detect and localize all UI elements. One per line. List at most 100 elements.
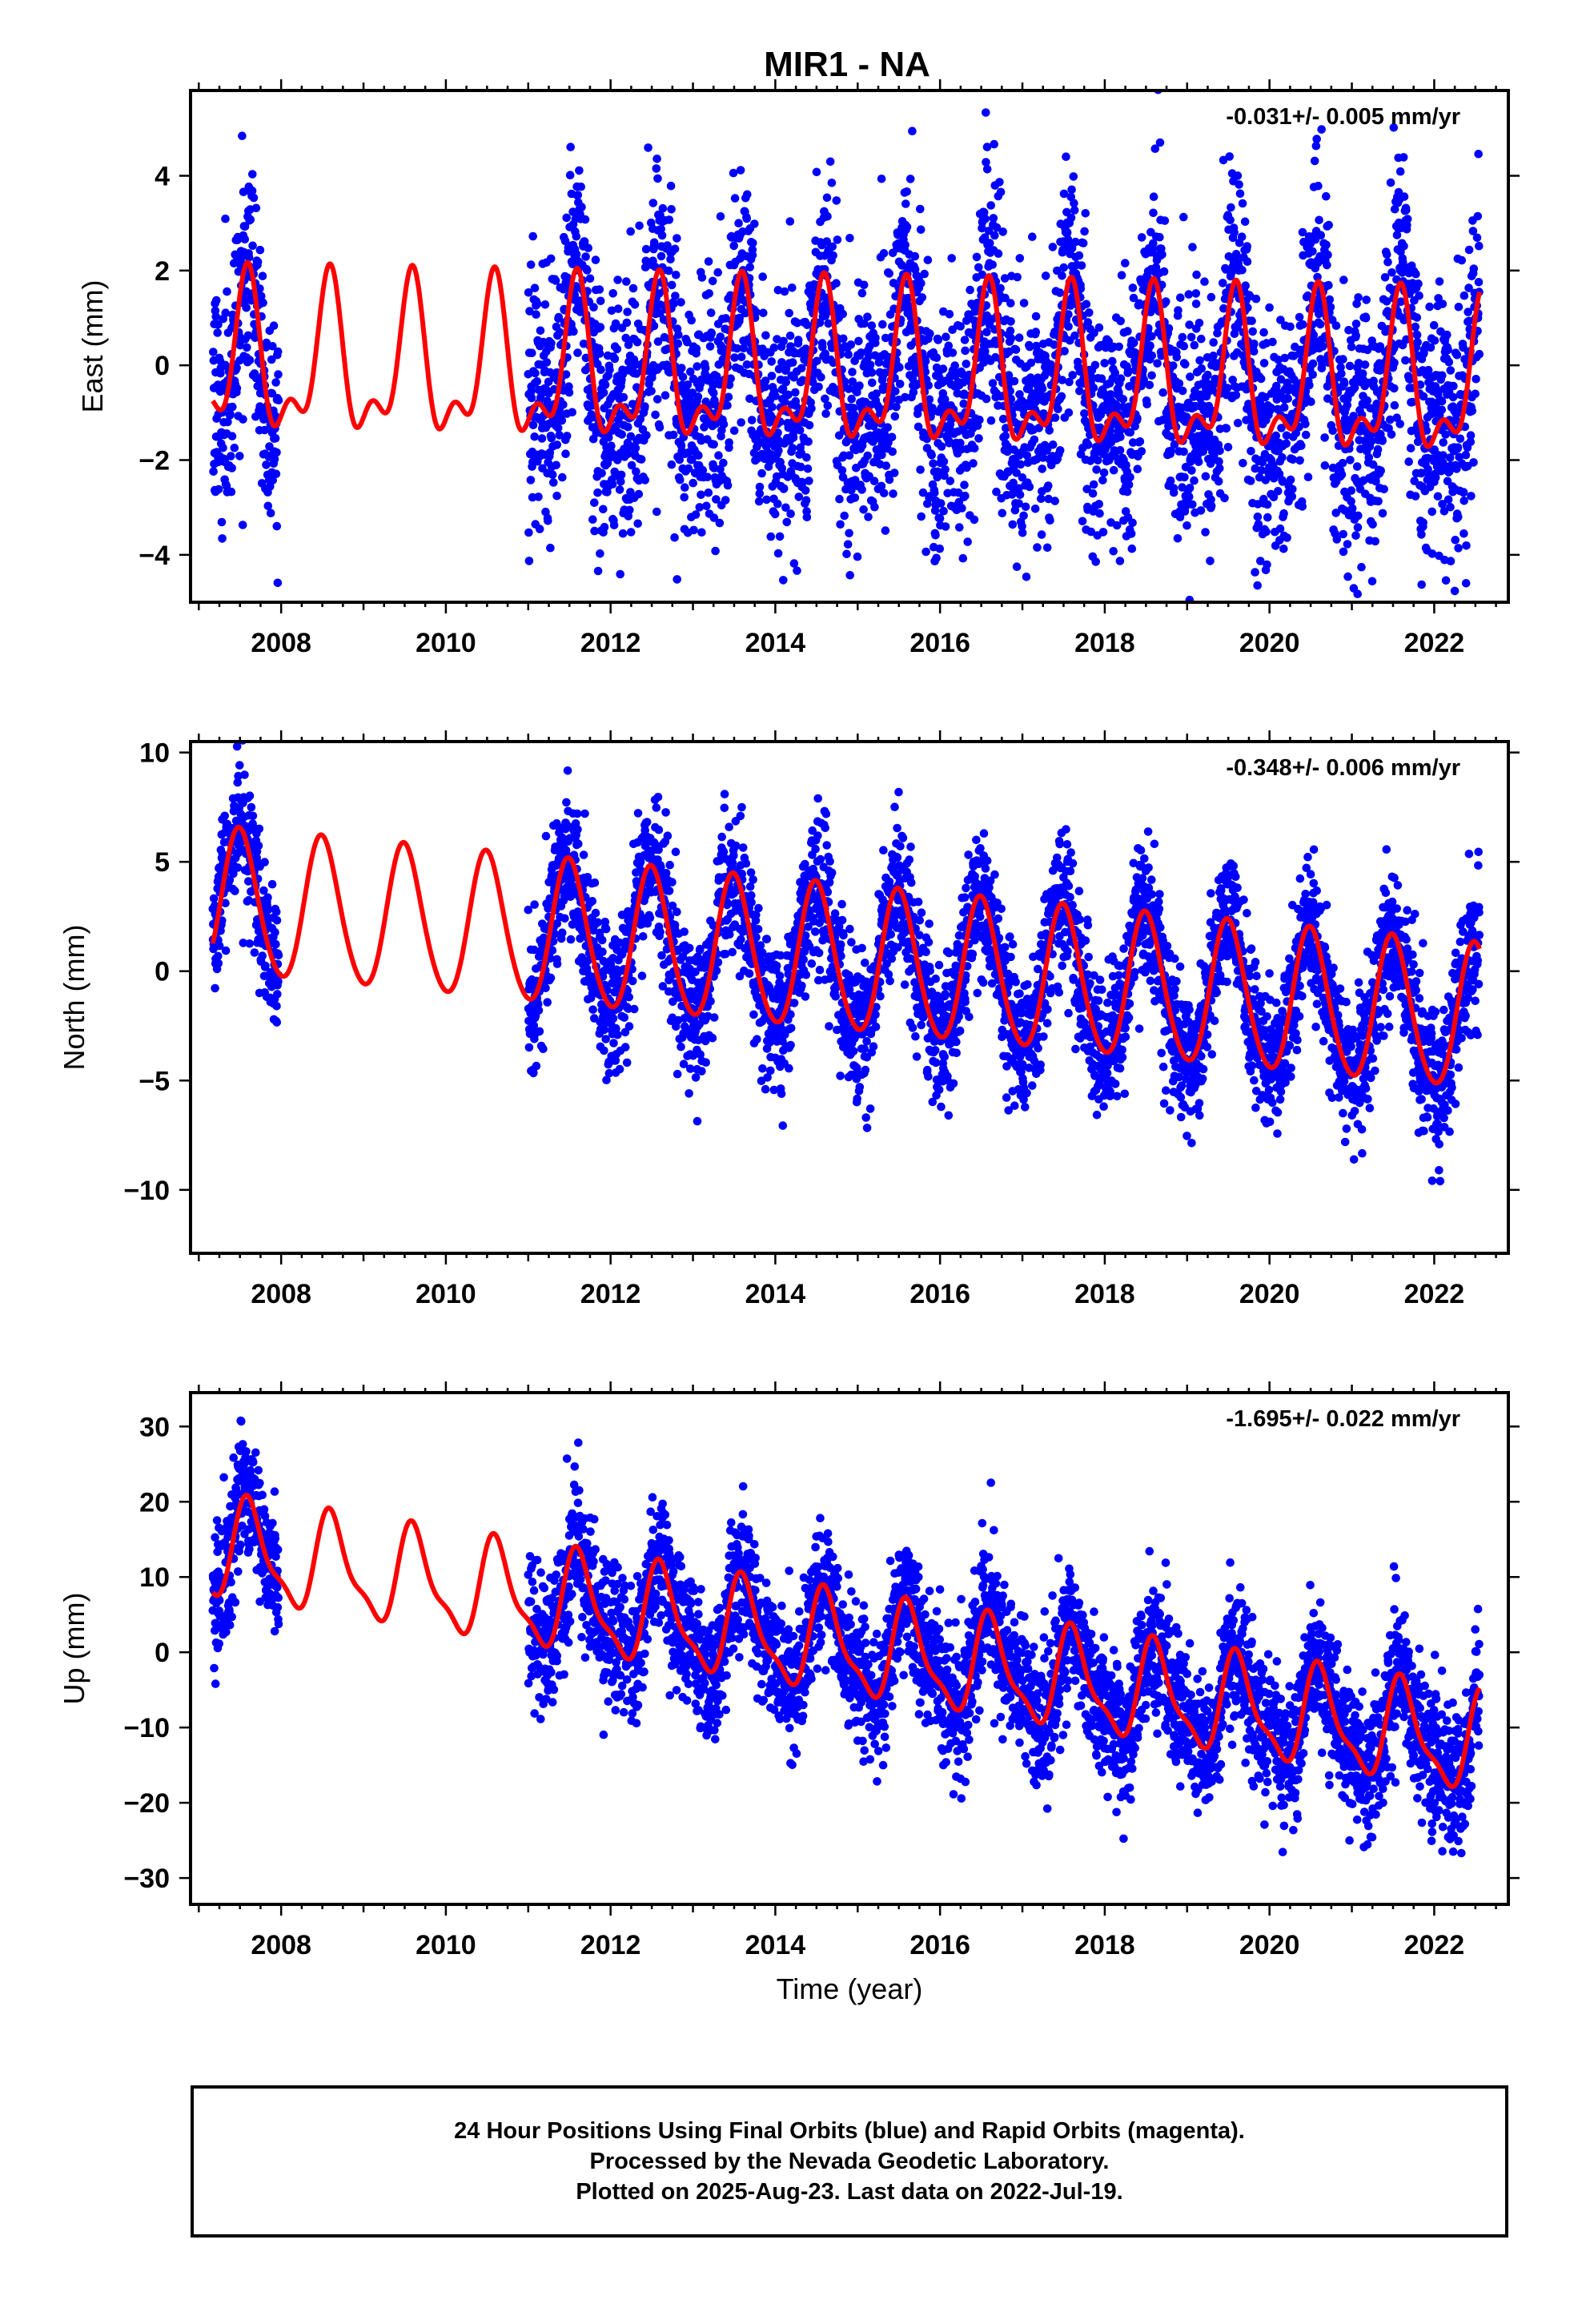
north-position-point — [267, 879, 277, 889]
east-position-point — [1378, 509, 1387, 518]
east-position-point — [739, 344, 749, 353]
east-position-point — [1286, 322, 1295, 332]
east-position-point — [214, 485, 223, 494]
east-position-point — [691, 510, 701, 519]
east-position-point — [1226, 215, 1235, 225]
north-position-point — [529, 1068, 538, 1078]
east-position-point — [779, 576, 788, 585]
east-position-point — [647, 387, 656, 396]
east-position-point — [1233, 419, 1243, 428]
east-position-point — [945, 439, 954, 448]
east-position-point — [734, 219, 743, 228]
east-position-point — [902, 187, 911, 196]
east-position-point — [1288, 485, 1297, 494]
east-position-point — [1166, 432, 1176, 441]
east-position-point — [655, 423, 665, 432]
east-position-point — [730, 353, 739, 362]
east-position-point — [243, 331, 253, 340]
east-position-point — [1083, 318, 1093, 327]
east-position-point — [1276, 375, 1286, 384]
east-position-point — [716, 332, 725, 341]
east-position-point — [955, 523, 964, 532]
east-position-point — [934, 336, 943, 344]
east-position-point — [1030, 435, 1039, 444]
east-position-point — [1150, 144, 1160, 153]
east-position-point — [247, 187, 257, 195]
east-position-point — [561, 370, 571, 379]
east-position-point — [272, 448, 281, 457]
east-position-point — [840, 511, 849, 521]
east-position-point — [697, 528, 706, 537]
east-position-point — [709, 513, 719, 522]
east-position-point — [1010, 376, 1019, 386]
east-position-point — [881, 526, 890, 535]
east-position-point — [724, 392, 733, 402]
east-position-point — [844, 350, 853, 360]
east-position-point — [1360, 360, 1370, 369]
east-position-point — [677, 364, 686, 372]
east-position-point — [1352, 300, 1361, 308]
east-position-point — [553, 424, 563, 432]
east-position-point — [992, 487, 1001, 497]
east-position-point — [1078, 517, 1087, 526]
east-position-point — [604, 433, 613, 442]
east-position-point — [1276, 316, 1285, 324]
east-position-point — [848, 368, 857, 376]
east-position-point — [832, 196, 841, 205]
east-position-point — [640, 402, 649, 411]
east-position-point — [978, 270, 987, 279]
east-position-point — [1390, 358, 1399, 368]
east-position-point — [263, 501, 273, 511]
east-position-point — [1423, 365, 1433, 375]
east-position-point — [990, 231, 999, 240]
east-position-point — [1001, 293, 1010, 303]
east-position-point — [793, 566, 801, 575]
east-position-point — [1278, 477, 1287, 486]
east-position-point — [1067, 243, 1077, 253]
east-position-point — [885, 269, 893, 278]
east-position-point — [616, 470, 626, 480]
east-position-point — [1089, 384, 1098, 392]
north-position-point — [588, 897, 597, 906]
east-position-point — [941, 465, 950, 474]
east-position-point — [1241, 281, 1250, 291]
east-position-point — [1065, 377, 1074, 387]
east-position-point — [1475, 349, 1484, 359]
east-position-point — [1031, 328, 1041, 336]
east-position-point — [1339, 379, 1349, 388]
east-position-point — [853, 552, 862, 561]
east-position-point — [689, 525, 698, 535]
east-position-point — [625, 505, 634, 515]
east-position-point — [580, 237, 589, 246]
east-position-point — [268, 476, 278, 485]
east-position-point — [708, 276, 717, 286]
north-position-point — [535, 1027, 544, 1036]
east-position-point — [962, 463, 971, 472]
east-position-point — [624, 449, 632, 458]
east-position-point — [673, 575, 681, 584]
east-position-point — [624, 340, 633, 349]
east-position-point — [1048, 243, 1058, 251]
east-position-point — [1240, 217, 1250, 227]
east-position-point — [1338, 459, 1347, 468]
north-position-point — [248, 811, 258, 821]
east-position-point — [211, 312, 221, 321]
panel-north: 2008 2010 2012 2014 2016 2018 2020 2022−10−5051… — [58, 730, 1520, 1309]
east-position-point — [1310, 156, 1319, 166]
east-position-point — [672, 271, 681, 279]
east-position-point — [591, 255, 600, 264]
east-position-point — [1342, 426, 1351, 435]
east-position-point — [622, 277, 631, 286]
east-position-point — [596, 296, 605, 306]
east-position-point — [1050, 413, 1060, 422]
east-position-point — [704, 257, 713, 266]
north-position-point — [272, 1002, 281, 1011]
east-position-point — [883, 423, 892, 432]
east-position-point — [974, 434, 983, 443]
east-position-point — [694, 451, 703, 460]
north-position-point — [574, 839, 583, 848]
east-position-point — [1038, 453, 1048, 462]
east-position-point — [994, 249, 1003, 259]
east-position-point — [532, 300, 542, 308]
east-position-point — [1411, 269, 1420, 279]
